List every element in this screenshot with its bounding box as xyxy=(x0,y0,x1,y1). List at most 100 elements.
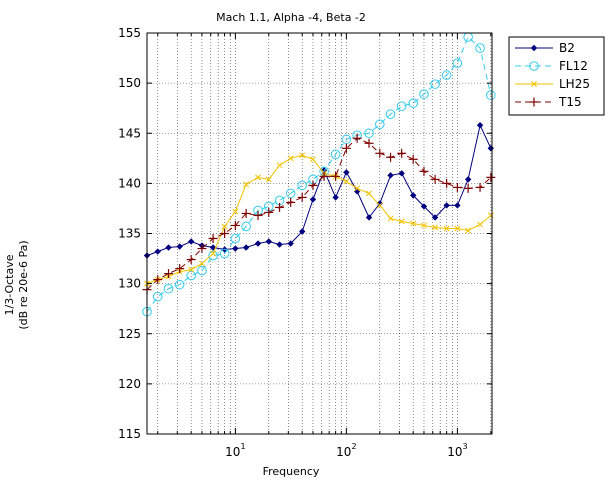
data-point xyxy=(186,270,196,281)
data-point xyxy=(477,221,484,228)
x-tick-label: 102 xyxy=(336,442,356,459)
data-point xyxy=(443,202,450,209)
legend: B2 FL12 LH25 T15 xyxy=(508,36,605,116)
data-point xyxy=(232,208,239,215)
data-point xyxy=(386,152,396,162)
data-point xyxy=(309,196,317,203)
data-point xyxy=(286,197,296,207)
marker-stroke xyxy=(343,178,350,185)
data-point xyxy=(209,244,217,251)
legend-item-t15: T15 xyxy=(515,95,582,109)
marker-stroke xyxy=(299,152,306,159)
data-point xyxy=(452,58,463,68)
data-point xyxy=(230,220,240,230)
data-point xyxy=(374,119,385,130)
marker-stroke xyxy=(310,156,316,163)
data-point xyxy=(154,248,161,255)
legend-marker xyxy=(529,97,539,107)
data-point xyxy=(187,238,195,245)
x-tick-label: 103 xyxy=(447,442,467,459)
marker-stroke xyxy=(188,266,195,273)
series-fl12 xyxy=(142,32,496,317)
data-point xyxy=(242,244,250,251)
data-point xyxy=(174,279,185,290)
x-tick-label-base: 10 xyxy=(447,445,462,459)
data-point xyxy=(366,190,372,197)
data-point xyxy=(152,291,163,302)
data-point xyxy=(287,155,294,162)
y-tick-label: 135 xyxy=(118,227,141,241)
data-point xyxy=(465,227,472,234)
marker-stroke xyxy=(376,202,383,209)
data-point xyxy=(219,248,230,259)
data-point xyxy=(198,260,205,267)
legend-marker xyxy=(529,61,539,71)
data-point xyxy=(387,215,394,222)
data-point xyxy=(421,222,427,229)
data-point xyxy=(419,89,429,99)
data-point xyxy=(454,225,461,232)
data-point xyxy=(310,156,316,163)
data-point xyxy=(163,283,174,294)
data-point xyxy=(375,148,385,158)
data-point xyxy=(364,128,374,139)
marker-stroke xyxy=(198,260,205,267)
marker-stroke xyxy=(255,174,261,181)
legend-label: FL12 xyxy=(559,59,588,73)
data-point xyxy=(297,180,307,191)
data-point xyxy=(452,182,462,192)
data-point xyxy=(197,244,207,254)
data-point xyxy=(297,192,307,202)
marker-stroke xyxy=(454,225,461,232)
y-tick-label: 120 xyxy=(118,377,141,391)
marker-stroke xyxy=(265,176,272,183)
data-point xyxy=(265,238,272,245)
data-point xyxy=(230,233,241,244)
data-point xyxy=(330,149,341,160)
data-point xyxy=(275,202,285,212)
data-point xyxy=(343,169,350,176)
data-point xyxy=(243,181,250,188)
marker-stroke xyxy=(287,155,294,162)
y-axis-label-line1: 1/3-Octave xyxy=(3,254,16,315)
series-line-t15 xyxy=(146,137,492,290)
data-point xyxy=(220,229,230,238)
y-tick-label: 130 xyxy=(118,277,141,291)
data-point xyxy=(410,220,417,227)
series-b2 xyxy=(143,122,495,259)
x-tick-label: 101 xyxy=(225,442,245,459)
legend-label: T15 xyxy=(558,95,582,109)
data-point xyxy=(299,152,306,159)
data-point xyxy=(241,208,251,218)
data-point xyxy=(454,202,461,209)
data-point xyxy=(164,269,174,279)
x-tick-label-exponent: 3 xyxy=(462,442,467,451)
data-point xyxy=(265,176,272,183)
data-point xyxy=(475,182,485,192)
marker-stroke xyxy=(366,190,372,197)
data-point xyxy=(276,241,283,248)
data-point xyxy=(208,250,218,261)
data-point xyxy=(319,171,329,181)
marker-stroke xyxy=(410,220,417,227)
marker-stroke xyxy=(398,218,405,225)
legend-marker xyxy=(530,44,538,52)
data-point xyxy=(420,203,428,210)
data-point xyxy=(432,224,439,231)
data-point xyxy=(486,90,496,100)
x-tick-label-base: 10 xyxy=(336,445,351,459)
data-point xyxy=(365,214,373,221)
data-point xyxy=(408,154,418,164)
data-point xyxy=(197,265,207,276)
data-point xyxy=(464,176,472,183)
data-point xyxy=(364,138,374,148)
y-axis-label-line2: (dB re 20e-6 Pa) xyxy=(17,240,30,329)
data-point xyxy=(463,183,473,193)
data-point xyxy=(332,194,339,201)
x-axis-label: Frequency xyxy=(263,465,320,478)
marker-stroke xyxy=(487,212,494,219)
data-point xyxy=(298,228,306,235)
data-point xyxy=(397,148,407,158)
y-tick-label: 125 xyxy=(118,327,141,341)
